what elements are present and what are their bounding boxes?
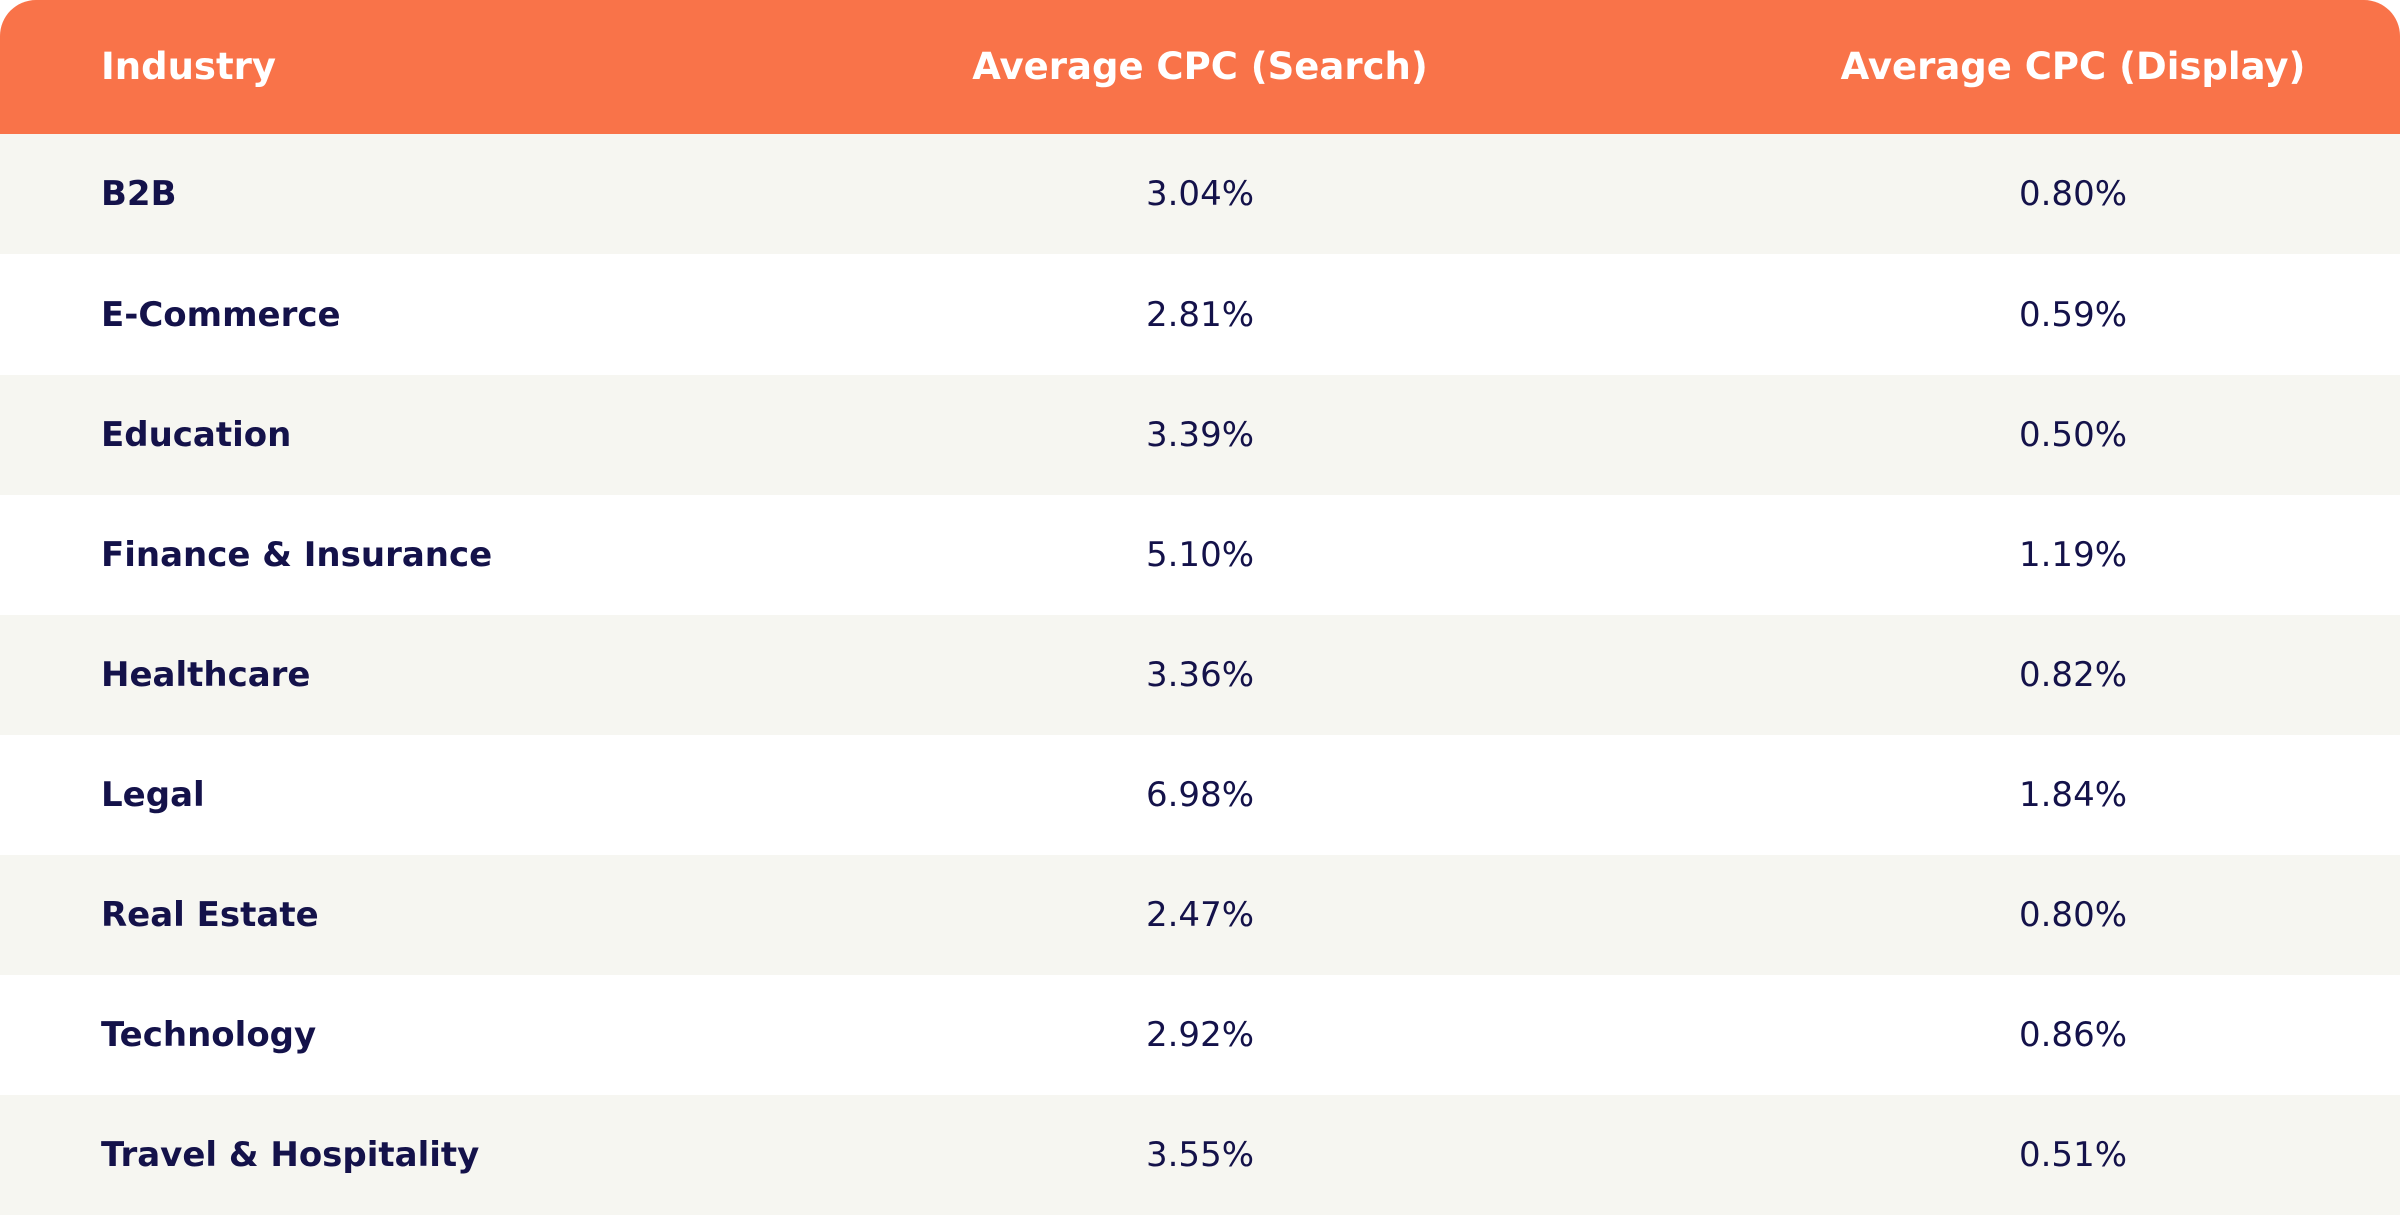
cell-industry: E-Commerce bbox=[101, 295, 341, 335]
cell-cpc-display-value: 1.84% bbox=[2018, 775, 2128, 815]
cell-industry: Finance & Insurance bbox=[101, 535, 493, 575]
table-row: Finance & Insurance 5.10% 1.19% bbox=[0, 495, 2400, 615]
table-row: B2B 3.04% 0.80% bbox=[0, 134, 2400, 254]
cell-industry: Healthcare bbox=[101, 655, 311, 695]
table-row: Travel & Hospitality 3.55% 0.51% bbox=[0, 1095, 2400, 1215]
table-row: Technology 2.92% 0.86% bbox=[0, 975, 2400, 1095]
table-row: Legal 6.98% 1.84% bbox=[0, 735, 2400, 855]
header-cpc-display-label: Average CPC (Display) bbox=[1840, 45, 2306, 88]
cell-cpc-display-value: 0.86% bbox=[2018, 1015, 2128, 1055]
cell-cpc-search-value: 2.47% bbox=[1145, 895, 1255, 935]
cell-cpc-display-value: 0.50% bbox=[2018, 415, 2128, 455]
cell-cpc-display-value: 0.59% bbox=[2018, 295, 2128, 335]
cell-cpc-search-value: 2.81% bbox=[1145, 295, 1255, 335]
cell-cpc-search-value: 2.92% bbox=[1145, 1015, 1255, 1055]
header-industry: Industry bbox=[101, 45, 277, 88]
cell-cpc-search-value: 3.39% bbox=[1145, 415, 1255, 455]
cell-industry: Legal bbox=[101, 775, 205, 815]
cell-industry: Education bbox=[101, 415, 292, 455]
table-row: E-Commerce 2.81% 0.59% bbox=[0, 255, 2400, 375]
header-cpc-search-label: Average CPC (Search) bbox=[972, 45, 1428, 88]
cell-industry: Technology bbox=[101, 1015, 317, 1055]
table-row: Real Estate 2.47% 0.80% bbox=[0, 855, 2400, 975]
cell-cpc-search-value: 3.55% bbox=[1145, 1135, 1255, 1175]
cell-cpc-display-value: 1.19% bbox=[2018, 535, 2128, 575]
cell-cpc-display-value: 0.80% bbox=[2018, 174, 2128, 214]
table-header: Industry Average CPC (Search) Average CP… bbox=[0, 0, 2400, 134]
cell-cpc-search-value: 5.10% bbox=[1145, 535, 1255, 575]
cell-cpc-display-value: 0.51% bbox=[2018, 1135, 2128, 1175]
cell-cpc-display-value: 0.80% bbox=[2018, 895, 2128, 935]
cell-cpc-search-value: 3.04% bbox=[1145, 174, 1255, 214]
cell-cpc-search-value: 3.36% bbox=[1145, 655, 1255, 695]
cell-industry: Travel & Hospitality bbox=[101, 1135, 480, 1175]
cell-industry: Real Estate bbox=[101, 895, 319, 935]
cell-cpc-search-value: 6.98% bbox=[1145, 775, 1255, 815]
table-row: Healthcare 3.36% 0.82% bbox=[0, 615, 2400, 735]
cell-cpc-display-value: 0.82% bbox=[2018, 655, 2128, 695]
cell-industry: B2B bbox=[101, 174, 177, 214]
table-row: Education 3.39% 0.50% bbox=[0, 375, 2400, 495]
